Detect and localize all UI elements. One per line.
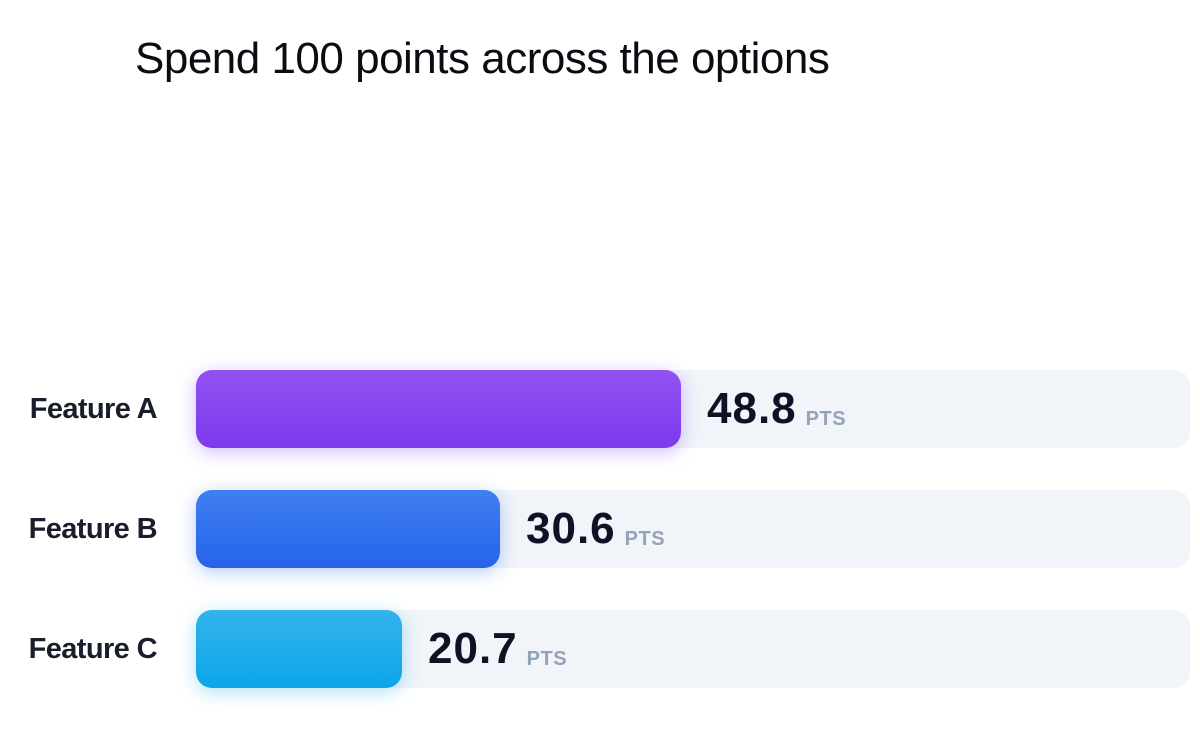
value-label: 20.7 PTS xyxy=(428,610,567,688)
value-unit: PTS xyxy=(624,527,666,550)
bar-row: Feature C 20.7 PTS xyxy=(0,610,1200,688)
bar xyxy=(196,370,681,448)
bar xyxy=(196,610,402,688)
value-label: 30.6 PTS xyxy=(526,490,665,568)
points-allocation-chart: Feature A 48.8 PTS Feature B 30.6 PTS Feature … xyxy=(0,370,1200,700)
value-unit: PTS xyxy=(805,407,847,430)
value-number: 48.8 xyxy=(707,384,797,433)
value-number: 20.7 xyxy=(428,624,518,673)
category-label: Feature C xyxy=(28,633,158,665)
category-label: Feature B xyxy=(28,513,158,545)
category-label: Feature A xyxy=(29,393,158,425)
value-label: 48.8 PTS xyxy=(707,370,846,448)
bar xyxy=(196,490,500,568)
bar-row: Feature B 30.6 PTS xyxy=(0,490,1200,568)
bar-row: Feature A 48.8 PTS xyxy=(0,370,1200,448)
value-number: 30.6 xyxy=(526,504,616,553)
chart-title: Spend 100 points across the options xyxy=(135,34,830,83)
value-unit: PTS xyxy=(526,647,568,670)
